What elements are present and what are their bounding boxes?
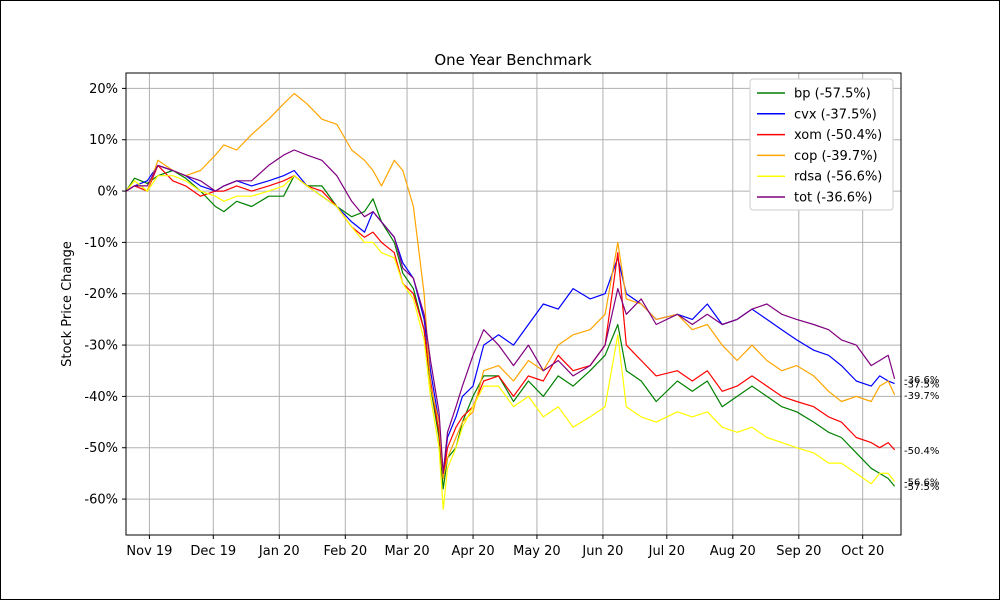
- legend-label-rdsa: rdsa (-56.6%): [794, 170, 882, 185]
- x-tick-label: Nov 19: [126, 544, 172, 559]
- end-label-xom: -50.4%: [904, 446, 939, 457]
- legend-label-cvx: cvx (-37.5%): [794, 107, 877, 122]
- legend: bp (-57.5%) cvx (-37.5%) xom (-50.4%) cop (…: [749, 78, 894, 211]
- y-axis: -60% -50% -40% -30% -20% -10% 0% 10% 20%: [84, 82, 126, 508]
- legend-label-xom: xom (-50.4%): [794, 128, 882, 143]
- x-tick-label: Jun 20: [581, 544, 623, 559]
- chart-title: One Year Benchmark: [434, 51, 592, 69]
- end-label-cop: -39.7%: [904, 391, 939, 402]
- series-line-cvx: [125, 164, 895, 474]
- series-line-rdsa: [125, 175, 896, 510]
- y-tick-label: -60%: [84, 493, 118, 508]
- y-tick-label: 20%: [89, 82, 118, 97]
- legend-label-cop: cop (-39.7%): [794, 149, 878, 164]
- y-tick-label: -40%: [84, 390, 118, 405]
- legend-label-tot: tot (-36.6%): [794, 191, 872, 206]
- end-label-rdsa: -56.6%: [904, 478, 939, 489]
- x-tick-label: Dec 19: [190, 544, 236, 559]
- end-label-tot: -36.6%: [904, 375, 939, 386]
- series-line-xom: [125, 164, 896, 480]
- x-tick-label: Mar 20: [384, 544, 429, 559]
- x-tick-label: Feb 20: [323, 544, 367, 559]
- series-line-tot: [125, 149, 896, 474]
- series-end-labels: -57.5% -37.5% -50.4% -39.7% -56.6% -36.6%: [904, 375, 939, 493]
- x-tick-label: Oct 20: [841, 544, 884, 559]
- series-line-bp: [125, 169, 896, 490]
- x-tick-label: May 20: [513, 544, 561, 559]
- end-label-cvx: -37.5%: [904, 380, 939, 391]
- x-tick-label: Sep 20: [776, 544, 821, 559]
- x-tick-label: Jan 20: [258, 544, 300, 559]
- y-tick-label: 0%: [97, 185, 118, 200]
- y-tick-label: -30%: [84, 339, 118, 354]
- y-tick-label: 10%: [89, 133, 118, 148]
- y-tick-label: -50%: [84, 441, 118, 456]
- legend-label-bp: bp (-57.5%): [794, 87, 871, 102]
- x-tick-label: Apr 20: [451, 544, 494, 559]
- y-axis-label: Stock Price Change: [60, 241, 75, 367]
- y-tick-label: -20%: [84, 287, 118, 302]
- end-label-bp: -57.5%: [904, 482, 939, 493]
- x-axis: Nov 19 Dec 19 Jan 20 Feb 20 Mar 20 Apr 20 May …: [126, 535, 884, 559]
- plot-border: [125, 72, 902, 536]
- x-tick-label: Jul 20: [648, 544, 685, 559]
- series-layer: [125, 92, 896, 510]
- legend-box: [749, 78, 894, 211]
- y-tick-label: -10%: [84, 236, 118, 251]
- x-tick-label: Aug 20: [710, 544, 756, 559]
